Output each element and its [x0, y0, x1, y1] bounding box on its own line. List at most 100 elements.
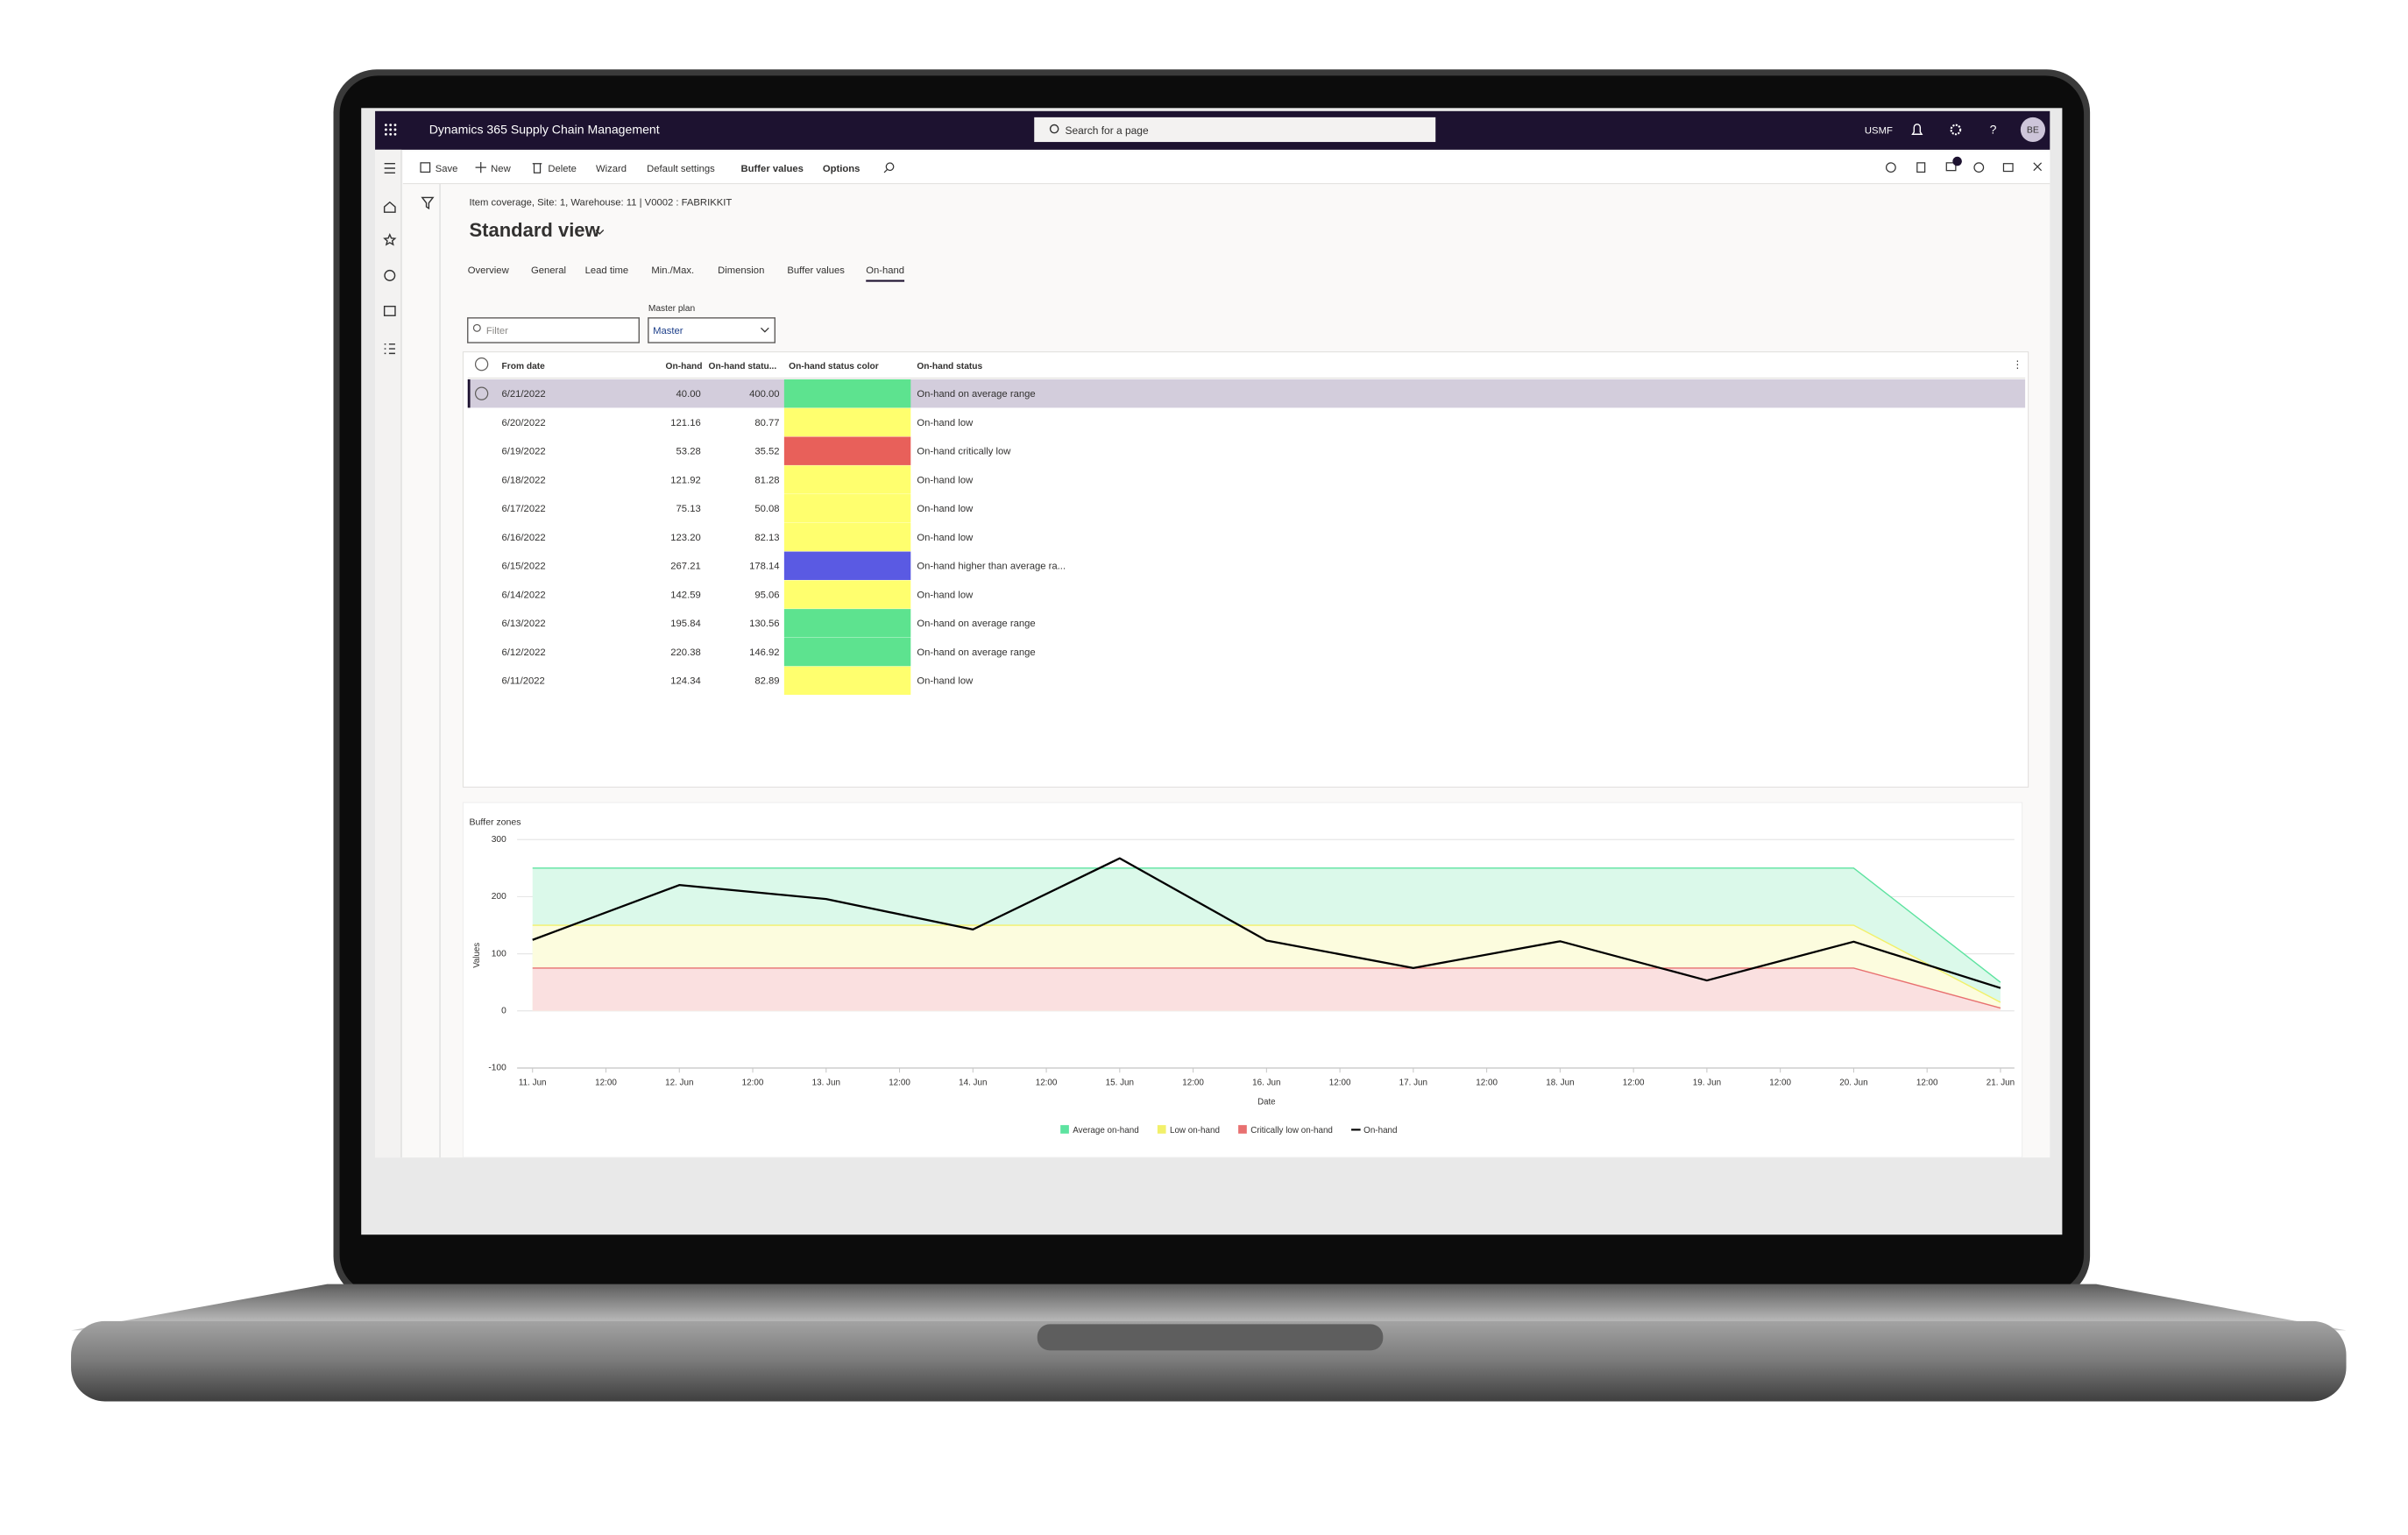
cell[interactable]: On-hand low — [917, 475, 974, 485]
more-options[interactable]: ⋮ — [2013, 360, 2022, 371]
tab[interactable]: Min./Max. — [651, 265, 694, 276]
x-tick-label: 12:00 — [1769, 1078, 1791, 1087]
toolbar-button[interactable]: New — [491, 164, 511, 174]
recent-icon[interactable] — [384, 269, 396, 281]
view-chevron — [595, 229, 605, 235]
column-header[interactable]: On-hand status color — [789, 362, 879, 371]
legend-label[interactable]: Average on-hand — [1073, 1126, 1138, 1135]
row-select[interactable] — [474, 386, 489, 400]
cell[interactable]: 195.84 — [670, 619, 700, 629]
tab[interactable]: Lead time — [585, 265, 628, 276]
messages-icon[interactable] — [1945, 162, 1957, 172]
cell[interactable]: 95.06 — [754, 590, 779, 600]
tab[interactable]: On-hand — [866, 265, 904, 276]
cell[interactable]: 123.20 — [670, 533, 700, 543]
cell[interactable]: 130.56 — [749, 619, 779, 629]
column-header[interactable]: On-hand statu... — [709, 362, 777, 371]
tab[interactable]: Buffer values — [787, 265, 845, 276]
tab[interactable]: General — [531, 265, 566, 276]
cell[interactable]: 6/16/2022 — [502, 533, 546, 543]
help-icon[interactable]: ? — [1990, 123, 1997, 137]
toolbar-search-icon[interactable] — [885, 162, 895, 172]
avatar[interactable] — [2020, 117, 2046, 143]
legend-label[interactable]: Critically low on-hand — [1250, 1126, 1333, 1135]
cell[interactable]: 6/19/2022 — [502, 447, 546, 457]
cell[interactable]: On-hand low — [917, 533, 974, 543]
cell[interactable]: On-hand low — [917, 418, 974, 428]
cell[interactable]: 6/12/2022 — [502, 647, 546, 658]
column-header[interactable]: From date — [502, 362, 546, 371]
cell[interactable]: 6/13/2022 — [502, 619, 546, 629]
cell[interactable]: 53.28 — [676, 447, 701, 457]
favorites-icon[interactable] — [383, 232, 397, 246]
cell[interactable]: On-hand critically low — [917, 447, 1011, 457]
toolbar-button[interactable]: Default settings — [647, 164, 715, 174]
cell[interactable]: 6/11/2022 — [502, 676, 545, 687]
cell[interactable]: 6/15/2022 — [502, 562, 546, 572]
legend-label[interactable]: Low on-hand — [1170, 1126, 1220, 1135]
settings-icon[interactable] — [1950, 124, 1962, 136]
toolbar-button[interactable]: Delete — [548, 164, 577, 174]
toolbar-button[interactable]: Buffer values — [741, 164, 804, 174]
tab[interactable]: Dimension — [718, 265, 764, 276]
cell[interactable]: 121.16 — [670, 418, 700, 428]
tab[interactable]: Overview — [468, 265, 510, 276]
cell[interactable]: 6/18/2022 — [502, 475, 546, 485]
filter-pane-icon[interactable] — [421, 196, 435, 210]
refresh-icon[interactable] — [1973, 162, 1985, 173]
column-header[interactable]: On-hand — [666, 362, 703, 371]
cell[interactable]: On-hand on average range — [917, 647, 1035, 658]
cell[interactable]: 121.92 — [670, 475, 700, 485]
power-apps-icon[interactable] — [1885, 162, 1896, 173]
toolbar-button[interactable]: Options — [823, 164, 861, 174]
cell[interactable]: 50.08 — [754, 504, 779, 514]
cell[interactable]: 400.00 — [749, 389, 779, 400]
cell[interactable]: 80.77 — [754, 418, 779, 428]
cell[interactable]: 35.52 — [754, 447, 779, 457]
legend-label[interactable]: On-hand — [1363, 1126, 1397, 1135]
close-icon[interactable] — [2033, 162, 2043, 172]
search-box[interactable] — [1034, 117, 1436, 143]
cell[interactable]: 82.89 — [754, 676, 779, 687]
cell[interactable]: On-hand low — [917, 676, 974, 687]
view-title[interactable]: Standard view — [470, 219, 601, 241]
menu-icon[interactable] — [384, 163, 395, 173]
cell[interactable]: 220.38 — [670, 647, 700, 658]
cell[interactable]: 124.34 — [670, 676, 700, 687]
cell[interactable]: On-hand low — [917, 504, 974, 514]
cell[interactable]: 40.00 — [676, 389, 701, 400]
cell[interactable]: 81.28 — [754, 475, 779, 485]
cell[interactable]: 6/21/2022 — [502, 389, 546, 400]
cell[interactable]: On-hand low — [917, 590, 974, 600]
company[interactable]: USMF — [1865, 126, 1893, 137]
office-icon[interactable] — [1916, 162, 1926, 173]
toolbar: Save New Delete Wizard Default settings Buffe… — [436, 164, 861, 174]
status-color-cell — [783, 407, 911, 437]
cell[interactable]: 142.59 — [670, 590, 700, 600]
cell[interactable]: 267.21 — [670, 562, 700, 572]
waffle-icon[interactable] — [384, 124, 397, 136]
save-icon — [420, 162, 431, 173]
filter-box[interactable] — [467, 317, 640, 343]
master-plan-dropdown[interactable] — [648, 317, 776, 343]
bell-icon[interactable] — [1911, 124, 1923, 135]
cell[interactable]: 6/20/2022 — [502, 418, 546, 428]
cell[interactable]: On-hand on average range — [917, 619, 1035, 629]
chart-title: Buffer zones — [470, 817, 521, 828]
cell[interactable]: 146.92 — [749, 647, 779, 658]
cell[interactable]: 6/14/2022 — [502, 590, 546, 600]
workspaces-icon[interactable] — [383, 305, 396, 316]
cell[interactable]: On-hand higher than average ra... — [917, 562, 1066, 572]
home-icon[interactable] — [383, 201, 396, 213]
cell[interactable]: 178.14 — [749, 562, 779, 572]
cell[interactable]: 6/17/2022 — [502, 504, 546, 514]
modules-icon[interactable] — [384, 343, 395, 355]
cell[interactable]: On-hand on average range — [917, 389, 1035, 400]
toolbar-button[interactable]: Wizard — [596, 164, 627, 174]
toolbar-button[interactable]: Save — [436, 164, 458, 174]
select-all[interactable] — [474, 357, 489, 371]
open-new-window-icon[interactable] — [2002, 163, 2014, 173]
cell[interactable]: 82.13 — [754, 533, 779, 543]
cell[interactable]: 75.13 — [676, 504, 701, 514]
column-header[interactable]: On-hand status — [917, 362, 982, 371]
